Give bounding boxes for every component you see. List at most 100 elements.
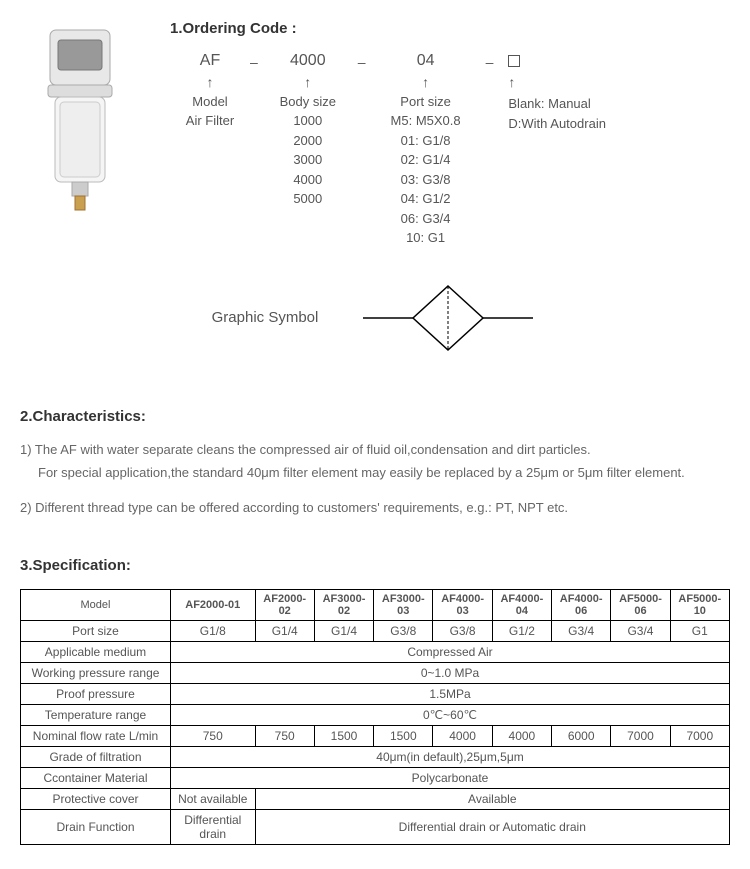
row-label: Proof pressure	[21, 684, 171, 705]
cell: 4000	[433, 726, 492, 747]
cell: 1.5MPa	[171, 684, 730, 705]
characteristics-title: 2.Characteristics:	[20, 408, 730, 425]
table-row: Working pressure range 0~1.0 MPa	[21, 663, 730, 684]
spec-model-col: AF4000-06	[552, 590, 611, 621]
cell: Not available	[171, 789, 256, 810]
code-model-value: AF	[185, 52, 235, 70]
port-opt: 03: G3/8	[381, 170, 471, 190]
table-row: Ccontainer Material Polycarbonate	[21, 768, 730, 789]
code-drain-sub: D:With Autodrain	[508, 114, 608, 134]
product-image	[20, 20, 140, 220]
body-opt: 4000	[273, 170, 343, 190]
cell: G3/4	[552, 621, 611, 642]
cell: 1500	[314, 726, 373, 747]
cell: 0℃~60℃	[171, 705, 730, 726]
code-drain-label: Blank: Manual	[508, 94, 608, 114]
spec-model-col: AF4000-03	[433, 590, 492, 621]
row-label: Nominal flow rate L/min	[21, 726, 171, 747]
row-label: Ccontainer Material	[21, 768, 171, 789]
characteristics-line1b: For special application,the standard 40μ…	[20, 463, 730, 483]
ordering-code-row: AF ↑ Model Air Filter – 4000 ↑ Body size…	[170, 52, 730, 248]
code-port-options: M5: M5X0.8 01: G1/8 02: G1/4 03: G3/8 04…	[381, 111, 471, 248]
cell: 750	[171, 726, 256, 747]
characteristics-line1a: 1) The AF with water separate cleans the…	[20, 440, 730, 460]
row-label: Grade of filtration	[21, 747, 171, 768]
cell: G1/4	[314, 621, 373, 642]
body-opt: 5000	[273, 189, 343, 209]
cell: G3/8	[433, 621, 492, 642]
cell: Available	[255, 789, 729, 810]
cell: 750	[255, 726, 314, 747]
body-opt: 1000	[273, 111, 343, 131]
code-body-value: 4000	[273, 52, 343, 70]
body-opt: 3000	[273, 150, 343, 170]
row-label: Working pressure range	[21, 663, 171, 684]
arrow-icon: ↑	[508, 74, 608, 90]
dash: –	[358, 52, 366, 70]
arrow-icon: ↑	[185, 74, 235, 90]
row-label: Temperature range	[21, 705, 171, 726]
port-opt: 01: G1/8	[381, 131, 471, 151]
row-label: Drain Function	[21, 810, 171, 845]
row-label: Applicable medium	[21, 642, 171, 663]
cell: G1/8	[171, 621, 256, 642]
cell: 6000	[552, 726, 611, 747]
code-body-label: Body size	[273, 94, 343, 109]
table-row: Nominal flow rate L/min 750 750 1500 150…	[21, 726, 730, 747]
spec-model-col: AF2000-01	[171, 590, 256, 621]
dash: –	[486, 52, 494, 70]
cell: G3/4	[611, 621, 670, 642]
cell: Differential drain or Automatic drain	[255, 810, 729, 845]
cell: 4000	[492, 726, 551, 747]
cell: Differential drain	[171, 810, 256, 845]
spec-model-label: Model	[21, 590, 171, 621]
spec-model-col: AF5000-06	[611, 590, 670, 621]
code-model-label: Model	[185, 94, 235, 109]
table-row: Temperature range 0℃~60℃	[21, 705, 730, 726]
table-row: Drain Function Differential drain Differ…	[21, 810, 730, 845]
dash: –	[250, 52, 258, 70]
cell: 7000	[670, 726, 729, 747]
ordering-code-title: 1.Ordering Code :	[170, 20, 730, 37]
code-body-options: 1000 2000 3000 4000 5000	[273, 111, 343, 209]
graphic-symbol-label: Graphic Symbol	[212, 309, 319, 326]
cell: 1500	[374, 726, 433, 747]
arrow-icon: ↑	[381, 74, 471, 90]
row-label: Protective cover	[21, 789, 171, 810]
cell: G1/2	[492, 621, 551, 642]
specification-table: Model AF2000-01 AF2000-02 AF3000-02 AF30…	[20, 589, 730, 845]
port-opt: 02: G1/4	[381, 150, 471, 170]
spec-model-col: AF3000-02	[314, 590, 373, 621]
cell: G1/4	[255, 621, 314, 642]
cell: G1	[670, 621, 729, 642]
spec-model-col: AF5000-10	[670, 590, 729, 621]
cell: Polycarbonate	[171, 768, 730, 789]
port-opt: 10: G1	[381, 228, 471, 248]
graphic-symbol-icon	[358, 278, 538, 358]
cell: G3/8	[374, 621, 433, 642]
arrow-icon: ↑	[273, 74, 343, 90]
spec-model-col: AF4000-04	[492, 590, 551, 621]
cell: Compressed Air	[171, 642, 730, 663]
body-opt: 2000	[273, 131, 343, 151]
port-opt: 06: G3/4	[381, 209, 471, 229]
code-drain-value	[508, 52, 608, 70]
characteristics-line2: 2) Different thread type can be offered …	[20, 498, 730, 518]
spec-model-col: AF3000-03	[374, 590, 433, 621]
code-port-value: 04	[381, 52, 471, 70]
port-opt: 04: G1/2	[381, 189, 471, 209]
spec-model-col: AF2000-02	[255, 590, 314, 621]
table-row: Grade of filtration 40μm(in default),25μ…	[21, 747, 730, 768]
table-row: Port size G1/8 G1/4 G1/4 G3/8 G3/8 G1/2 …	[21, 621, 730, 642]
specification-title: 3.Specification:	[20, 557, 730, 574]
cell: 40μm(in default),25μm,5μm	[171, 747, 730, 768]
table-row: Protective cover Not available Available	[21, 789, 730, 810]
table-row: Proof pressure 1.5MPa	[21, 684, 730, 705]
code-port-label: Port size	[381, 94, 471, 109]
row-label: Port size	[21, 621, 171, 642]
cell: 0~1.0 MPa	[171, 663, 730, 684]
square-icon	[508, 55, 520, 67]
table-row: Applicable medium Compressed Air	[21, 642, 730, 663]
code-model-sub: Air Filter	[185, 111, 235, 131]
port-opt: M5: M5X0.8	[381, 111, 471, 131]
